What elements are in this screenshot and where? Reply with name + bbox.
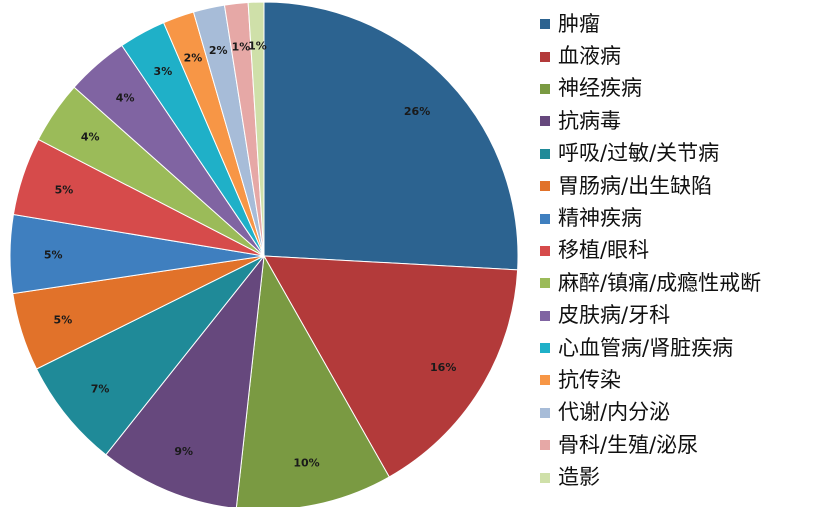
legend-item: 神经疾病 [540, 73, 830, 105]
slice-percentage-label: 9% [174, 445, 193, 458]
slice-percentage-label: 5% [55, 184, 74, 197]
legend-swatch [540, 375, 550, 386]
slice-percentage-label: 7% [91, 383, 110, 396]
legend-swatch [540, 472, 550, 483]
legend-swatch [540, 343, 550, 354]
slice-percentage-label: 10% [293, 456, 319, 469]
legend-swatch [540, 116, 550, 127]
legend: 肿瘤血液病神经疾病抗病毒呼吸/过敏/关节病 胃肠病/出生缺陷 精神疾病移植/眼科麻醉… [540, 8, 830, 494]
legend-item: 抗传染 [540, 364, 830, 396]
pie-slice [235, 254, 390, 507]
slice-percentage-label: 4% [116, 91, 135, 104]
legend-label: 神经疾病 [558, 76, 642, 101]
pie-chart: 26% 16% 10% 9% 7% 5% 5% 5% 4% 4% 3% 2% 2% 1%1% [9, 1, 519, 507]
legend-item: 麻醉/镇痛/成瘾性戒断 [540, 267, 830, 299]
legend-label: 移植/眼科 [558, 238, 650, 263]
legend-label: 胃肠病/出生缺陷 [558, 173, 713, 198]
legend-swatch [540, 83, 550, 94]
legend-label: 心血管病/肾脏疾病 [558, 335, 734, 360]
slice-percentage-label: 26% [404, 105, 430, 118]
legend-label: 肿瘤 [558, 11, 600, 36]
legend-label: 造影 [558, 465, 600, 490]
legend-swatch [540, 310, 550, 321]
legend-swatch [540, 51, 550, 62]
slice-percentage-label: 2% [184, 52, 203, 65]
legend-label: 抗传染 [558, 367, 621, 392]
slice-percentage-label: 1% [248, 39, 267, 52]
pie-percentage-labels: 26% 16% 10% 9% 7% 5% 5% 5% 4% 4% 3% 2% 2% 1%1% [44, 39, 457, 469]
slice-percentage-label: 2% [209, 44, 228, 57]
legend-label: 代谢/内分泌 [558, 400, 671, 425]
legend-label: 精神疾病 [558, 206, 642, 231]
legend-label: 皮肤病/牙科 [558, 303, 671, 328]
legend-label: 骨科/生殖/泌尿 [558, 432, 699, 457]
pie-slice [247, 1, 265, 257]
legend-swatch [540, 19, 550, 30]
legend-item: 心血管病/肾脏疾病 [540, 332, 830, 364]
pie-slices [9, 1, 519, 507]
legend-item: 抗病毒 [540, 105, 830, 137]
legend-swatch [540, 407, 550, 418]
legend-item: 皮肤病/牙科 [540, 300, 830, 332]
pie-slice [35, 255, 265, 456]
legend-item: 呼吸/过敏/关节病 [540, 138, 830, 170]
legend-label: 血液病 [558, 44, 621, 69]
legend-swatch [540, 181, 550, 192]
slice-percentage-label: 5% [54, 313, 73, 326]
slice-percentage-label: 16% [430, 361, 456, 374]
legend-swatch [540, 440, 550, 451]
legend-item: 胃肠病/出生缺陷 [540, 170, 830, 202]
legend-swatch [540, 245, 550, 256]
slice-percentage-label: 4% [81, 131, 100, 144]
pie-slice [263, 1, 519, 271]
legend-swatch [540, 213, 550, 224]
legend-item: 代谢/内分泌 [540, 397, 830, 429]
slice-percentage-label: 3% [154, 65, 173, 78]
legend-label: 麻醉/镇痛/成瘾性戒断 [558, 270, 762, 295]
legend-swatch [540, 148, 550, 159]
slice-percentage-label: 1% [232, 40, 251, 53]
legend-item: 造影 [540, 461, 830, 493]
legend-swatch [540, 278, 550, 289]
legend-item: 肿瘤 [540, 8, 830, 40]
pie-slice [105, 254, 265, 507]
legend-item: 骨科/生殖/泌尿 [540, 429, 830, 461]
legend-label: 呼吸/过敏/关节病 [558, 141, 720, 166]
legend-item: 血液病 [540, 40, 830, 72]
legend-item: 精神疾病 [540, 202, 830, 234]
legend-label: 抗病毒 [558, 108, 621, 133]
slice-percentage-label: 5% [44, 248, 63, 261]
legend-item: 移植/眼科 [540, 235, 830, 267]
pie-slice [263, 255, 519, 478]
